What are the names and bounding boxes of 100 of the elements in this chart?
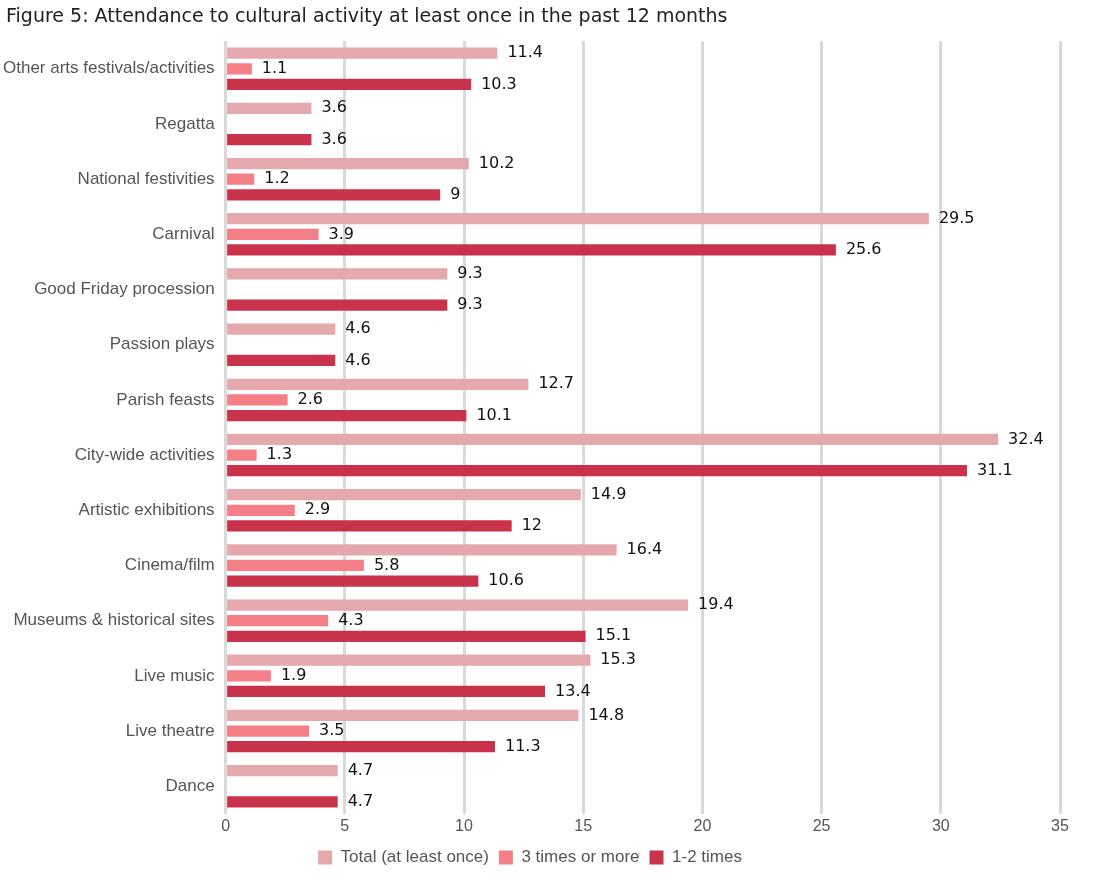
data-label: 14.9 xyxy=(590,483,627,503)
bar xyxy=(227,133,312,146)
bar xyxy=(227,504,295,516)
bar xyxy=(227,394,288,406)
y-tick-label: Parish feasts xyxy=(116,389,215,409)
data-label: 19.4 xyxy=(698,594,734,614)
data-label: 3.6 xyxy=(321,128,347,148)
y-tick-label: Museums & historical sites xyxy=(13,610,215,630)
bar xyxy=(227,544,617,556)
bar xyxy=(227,244,836,256)
bar xyxy=(227,47,498,59)
bar xyxy=(227,449,257,461)
bar xyxy=(227,157,469,170)
data-label: 4.6 xyxy=(345,349,371,369)
data-label: 10.3 xyxy=(481,73,517,93)
bar xyxy=(227,299,448,311)
bar xyxy=(227,489,581,501)
chart-title: Figure 5: Attendance to cultural activity at least once in the past 12 months xyxy=(5,3,729,28)
bar xyxy=(227,630,586,642)
data-label: 13.4 xyxy=(555,680,591,700)
data-label: 12.7 xyxy=(538,373,575,393)
data-label: 1.2 xyxy=(264,168,290,188)
data-label: 4.7 xyxy=(347,759,374,779)
bar xyxy=(227,173,255,185)
bar xyxy=(227,354,336,366)
bar xyxy=(227,102,312,114)
bar xyxy=(227,520,512,532)
data-label: 3.5 xyxy=(319,720,345,740)
data-label: 32.4 xyxy=(1008,428,1044,448)
data-label: 1.3 xyxy=(266,444,293,464)
data-label: 3.6 xyxy=(321,97,347,117)
bar xyxy=(227,725,310,737)
bar xyxy=(227,654,591,666)
data-label: 9.3 xyxy=(457,263,483,283)
x-tick-label: 5 xyxy=(340,816,350,834)
bar xyxy=(227,323,336,335)
x-tick-label: 35 xyxy=(1051,816,1069,834)
bar xyxy=(227,78,472,91)
data-label: 5.8 xyxy=(373,554,400,574)
y-tick-label: Good Friday procession xyxy=(34,279,215,299)
bar xyxy=(227,409,467,422)
bar xyxy=(227,228,319,240)
y-tick-label: Carnival xyxy=(152,224,215,244)
legend-label: Total (at least once) xyxy=(340,847,489,867)
legend-label: 3 times or more xyxy=(521,847,640,867)
data-label: 10.2 xyxy=(478,152,515,172)
data-label: 3.9 xyxy=(328,223,355,243)
bar xyxy=(227,465,968,477)
bar xyxy=(227,559,364,572)
bar xyxy=(227,575,479,587)
bar xyxy=(227,268,448,280)
x-tick-label: 15 xyxy=(574,816,593,834)
data-label: 4.6 xyxy=(345,318,371,338)
bar xyxy=(227,615,329,627)
bar xyxy=(227,599,689,611)
y-tick-label: Other arts festivals/activities xyxy=(3,58,215,78)
y-tick-label: Artistic exhibitions xyxy=(78,499,215,519)
x-tick-label: 0 xyxy=(221,816,231,834)
data-label: 1.9 xyxy=(280,664,307,684)
data-label: 31.1 xyxy=(977,459,1013,479)
bar xyxy=(227,741,496,753)
y-tick-label: Dance xyxy=(165,775,215,795)
bar xyxy=(227,670,271,682)
bar xyxy=(227,709,579,722)
data-label: 14.8 xyxy=(588,704,625,724)
data-label: 11.4 xyxy=(507,42,544,62)
legend-label: 1-2 times xyxy=(672,847,742,867)
data-label: 2.6 xyxy=(297,389,324,409)
data-label: 4.7 xyxy=(347,791,374,810)
y-tick-label: Cinema/film xyxy=(124,555,215,575)
y-tick-label: City-wide activities xyxy=(74,444,215,464)
data-label: 29.5 xyxy=(938,207,975,227)
bar xyxy=(227,433,999,446)
data-label: 15.1 xyxy=(595,625,632,645)
bar xyxy=(227,796,338,808)
x-tick-label: 10 xyxy=(455,816,474,834)
bar xyxy=(227,764,338,777)
data-label: 16.4 xyxy=(626,538,663,558)
y-tick-label: Passion plays xyxy=(109,334,215,354)
data-label: 11.3 xyxy=(505,735,541,755)
bar xyxy=(227,63,252,75)
bar xyxy=(227,189,441,201)
data-label: 2.9 xyxy=(304,499,331,519)
y-tick-label: National festivities xyxy=(77,168,215,188)
bar xyxy=(227,685,546,698)
data-label: 10.6 xyxy=(488,570,524,590)
bar xyxy=(227,378,529,390)
y-tick-label: Regatta xyxy=(155,113,216,133)
data-label: 15.3 xyxy=(600,649,636,669)
y-tick-label: Live theatre xyxy=(125,720,215,740)
data-label: 4.3 xyxy=(338,609,364,629)
data-label: 10.1 xyxy=(476,404,513,424)
y-tick-label: Live music xyxy=(134,665,216,685)
data-label: 12 xyxy=(521,515,543,535)
data-label: 1.1 xyxy=(261,57,288,77)
data-label: 9 xyxy=(450,183,461,203)
x-tick-label: 25 xyxy=(812,816,831,834)
x-tick-label: 30 xyxy=(931,816,950,834)
bar xyxy=(227,213,929,225)
data-label: 9.3 xyxy=(457,294,483,314)
